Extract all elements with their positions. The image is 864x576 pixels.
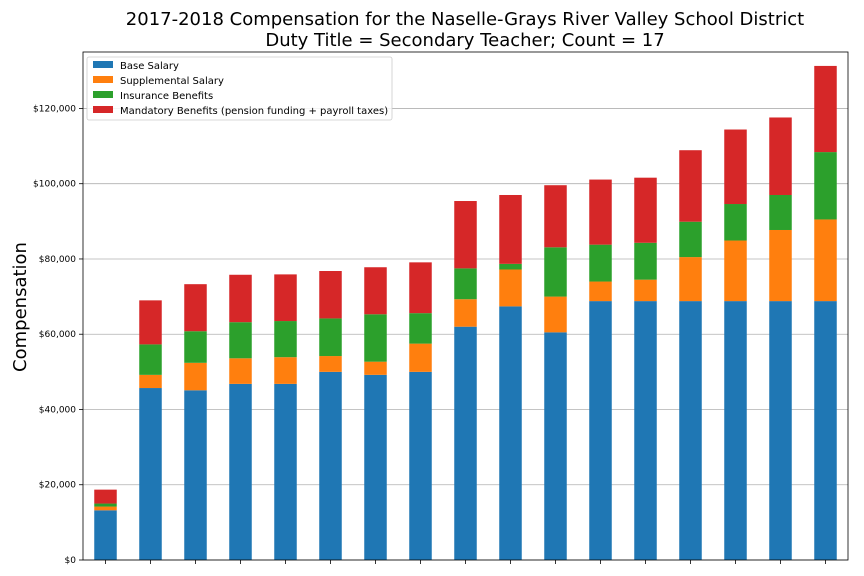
y-tick-label: $0 bbox=[65, 556, 77, 566]
bar-segment bbox=[769, 117, 792, 195]
y-tick-label: $120,000 bbox=[33, 104, 76, 114]
bar-segment bbox=[184, 284, 207, 332]
bar-segment bbox=[94, 510, 117, 560]
bar-segment bbox=[364, 314, 387, 362]
bar-segment bbox=[454, 201, 477, 269]
bar-segment bbox=[139, 300, 162, 345]
bar-segment bbox=[94, 503, 117, 507]
legend-swatch bbox=[93, 61, 113, 68]
bar-segment bbox=[679, 257, 702, 302]
bar-segment bbox=[139, 374, 162, 389]
bar-segment bbox=[364, 374, 387, 560]
legend-label: Supplemental Salary bbox=[120, 76, 224, 87]
bar-segment bbox=[319, 318, 342, 357]
y-tick-label: $80,000 bbox=[39, 255, 76, 265]
bar-segment bbox=[319, 271, 342, 319]
bar-segment bbox=[274, 383, 297, 560]
bar-segment bbox=[499, 269, 522, 307]
bar-segment bbox=[634, 279, 657, 302]
plot-frame bbox=[82, 51, 849, 561]
bar-segment bbox=[499, 306, 522, 560]
bar-segment bbox=[634, 301, 657, 560]
bar-segment bbox=[634, 177, 657, 243]
bar-segment bbox=[499, 263, 522, 270]
chart-title: 2017-2018 Compensation for the Naselle-G… bbox=[126, 9, 804, 30]
bar-segment bbox=[184, 331, 207, 363]
bar-segment bbox=[364, 361, 387, 375]
y-tick-label: $20,000 bbox=[39, 481, 76, 491]
legend-swatch bbox=[93, 106, 113, 113]
legend: Base Salary Supplemental Salary Insurance … bbox=[86, 56, 393, 121]
bar-segment bbox=[814, 65, 837, 153]
bars bbox=[94, 65, 837, 560]
bar-segment bbox=[679, 301, 702, 560]
bar-segment bbox=[409, 371, 432, 560]
bar-segment bbox=[139, 344, 162, 375]
bar-segment bbox=[589, 281, 612, 302]
bar-segment bbox=[364, 267, 387, 315]
bar-segment bbox=[184, 362, 207, 391]
bar-segment bbox=[544, 332, 567, 560]
bar-segment bbox=[544, 247, 567, 297]
bar-segment bbox=[454, 326, 477, 560]
bar-segment bbox=[589, 244, 612, 282]
bar-segment bbox=[679, 221, 702, 258]
bar-segment bbox=[814, 152, 837, 220]
bar-segment bbox=[409, 313, 432, 344]
bar-segment bbox=[229, 322, 252, 359]
bar-segment bbox=[454, 268, 477, 300]
bar-segment bbox=[274, 357, 297, 384]
bar-segment bbox=[274, 321, 297, 358]
y-axis-label: Compensation bbox=[10, 242, 31, 372]
bar-segment bbox=[679, 150, 702, 222]
legend-label: Mandatory Benefits (pension funding + pa… bbox=[120, 106, 388, 117]
legend-swatch bbox=[93, 76, 113, 83]
bar-segment bbox=[184, 390, 207, 560]
bar-segment bbox=[544, 296, 567, 333]
bar-segment bbox=[454, 299, 477, 327]
bar-segment bbox=[724, 129, 747, 205]
legend-label: Base Salary bbox=[120, 61, 179, 72]
y-tick-label: $100,000 bbox=[33, 180, 76, 190]
bar-segment bbox=[319, 356, 342, 372]
bar-segment bbox=[94, 506, 117, 511]
bar-segment bbox=[229, 383, 252, 560]
chart-subtitle: Duty Title = Secondary Teacher; Count = … bbox=[265, 30, 664, 51]
bar-segment bbox=[724, 204, 747, 241]
y-axis: $0 $20,000 $40,000 $60,000 $80,000 $100,000 $1… bbox=[33, 104, 83, 566]
y-tick-label: $60,000 bbox=[39, 330, 76, 340]
bar-segment bbox=[319, 371, 342, 560]
bar-segment bbox=[409, 262, 432, 314]
bar-segment bbox=[229, 358, 252, 384]
bar-segment bbox=[139, 388, 162, 560]
bar-segment bbox=[589, 301, 612, 560]
bar-segment bbox=[409, 343, 432, 372]
bar-segment bbox=[769, 301, 792, 560]
bar-segment bbox=[499, 194, 522, 264]
legend-box bbox=[86, 56, 393, 121]
bar-segment bbox=[769, 194, 792, 230]
x-axis bbox=[105, 560, 826, 564]
bar-segment bbox=[814, 301, 837, 560]
bar-segment bbox=[229, 274, 252, 323]
bar-segment bbox=[724, 301, 747, 560]
bar-segment bbox=[274, 274, 297, 322]
bar-segment bbox=[94, 489, 117, 504]
legend-label: Insurance Benefits bbox=[120, 91, 213, 102]
bar-segment bbox=[814, 219, 837, 302]
legend-swatch bbox=[93, 91, 113, 98]
bar-segment bbox=[769, 229, 792, 302]
y-tick-label: $40,000 bbox=[39, 405, 76, 415]
bar-segment bbox=[724, 240, 747, 302]
bar-segment bbox=[634, 242, 657, 280]
bar-segment bbox=[544, 185, 567, 248]
bar-segment bbox=[589, 179, 612, 245]
